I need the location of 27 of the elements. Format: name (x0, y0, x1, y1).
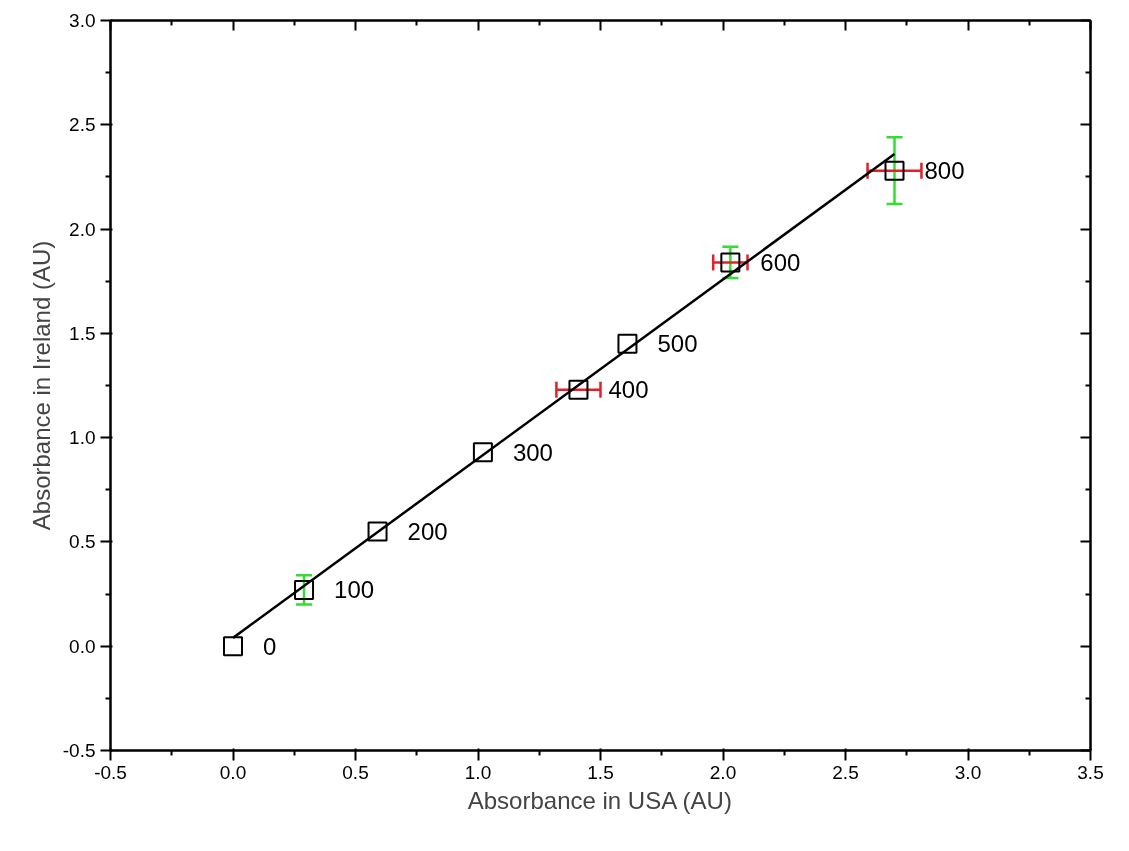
annotation: 400 (608, 376, 649, 404)
x-tick-label: -0.5 (94, 761, 127, 783)
annotation: 500 (657, 330, 698, 358)
y-tick-label: 2.0 (69, 218, 96, 240)
x-tick-label: 3.5 (1077, 761, 1104, 783)
y-tick-label: 3.0 (69, 10, 96, 31)
y-tick-label: -0.5 (62, 740, 96, 761)
x-tick-label: 2.0 (709, 761, 737, 783)
annotation: 300 (512, 438, 553, 466)
y-tick-label: 0.5 (69, 531, 96, 553)
annotation: 100 (334, 576, 375, 604)
annotation: 600 (760, 248, 801, 276)
y-tick-label: 1.0 (69, 427, 96, 449)
annotation: 800 (924, 157, 965, 185)
y-tick-label: 2.5 (69, 114, 96, 136)
annotation: 200 (407, 518, 448, 545)
y-tick-label: 1.5 (69, 322, 96, 344)
x-tick-label: 2.5 (832, 761, 859, 783)
x-axis-title: Absorbance in USA (AU) (467, 786, 732, 814)
x-tick-label: 0.0 (219, 761, 247, 783)
x-tick-label: 1.0 (464, 761, 492, 783)
x-tick-label: 3.0 (954, 761, 982, 783)
x-tick-label: 0.5 (342, 761, 369, 783)
y-tick-label: 0.0 (69, 635, 96, 657)
annotation: 0 (263, 632, 277, 660)
x-tick-label: 1.5 (587, 761, 614, 783)
y-axis-title: Absorbance in Ireland (AU) (27, 240, 55, 531)
